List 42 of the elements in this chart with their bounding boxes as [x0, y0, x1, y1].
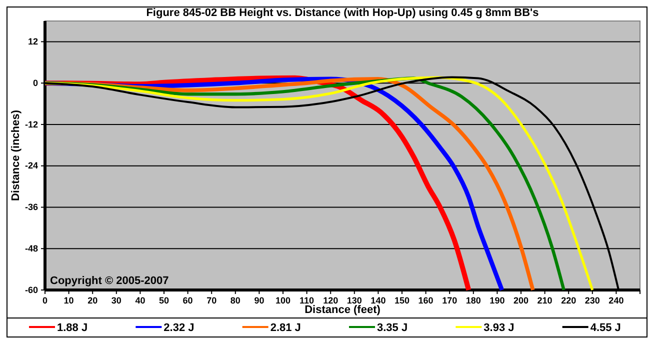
- x-tick-label: 180: [466, 295, 481, 306]
- x-tick-label: 90: [254, 295, 264, 306]
- legend-label: 3.35 J: [377, 322, 408, 334]
- x-tick-label: 160: [418, 295, 434, 306]
- x-tick-label: 190: [490, 295, 505, 306]
- y-tick-label: -60: [24, 284, 38, 295]
- x-tick-label: 170: [442, 295, 458, 306]
- y-tick-label: 12: [28, 36, 38, 47]
- x-tick-label: 230: [584, 295, 600, 306]
- x-tick-label: 100: [275, 295, 291, 306]
- x-tick-label: 70: [206, 295, 217, 306]
- legend-label: 3.93 J: [484, 322, 514, 334]
- y-axis-title: Distance (inches): [10, 110, 22, 202]
- legend-label: 4.55 J: [590, 322, 621, 334]
- x-tick-label: 130: [346, 295, 362, 306]
- x-tick-label: 220: [561, 295, 576, 306]
- annotation: Copyright © 2005-2007: [50, 275, 169, 287]
- legend-label: 2.81 J: [270, 322, 301, 334]
- x-tick-label: 40: [135, 295, 146, 306]
- y-tick-label: -24: [24, 160, 38, 171]
- x-tick-label: 110: [300, 295, 314, 306]
- legend-label: 1.88 J: [57, 322, 88, 334]
- chart-title: Figure 845-02 BB Height vs. Distance (with Hop-Up) using 0.45 g 8mm BB's: [146, 7, 539, 19]
- x-tick-label: 240: [608, 295, 624, 306]
- x-tick-label: 60: [182, 295, 193, 306]
- x-tick-label: 140: [370, 295, 386, 306]
- x-tick-label: 30: [111, 295, 122, 306]
- y-tick-label: -48: [24, 243, 38, 254]
- legend-label: 2.32 J: [164, 322, 194, 334]
- y-tick-label: -12: [24, 119, 38, 130]
- x-tick-label: 20: [88, 295, 98, 306]
- y-tick-label: -36: [24, 202, 38, 212]
- y-tick-label: 0: [32, 78, 38, 88]
- x-tick-label: 80: [230, 295, 240, 306]
- x-tick-label: 210: [537, 295, 552, 306]
- x-tick-label: 120: [323, 295, 338, 306]
- x-tick-label: 150: [394, 295, 410, 306]
- x-tick-label: 0: [42, 295, 48, 306]
- x-tick-label: 10: [64, 295, 74, 306]
- x-tick-label: 200: [513, 295, 529, 306]
- x-tick-label: 50: [158, 295, 170, 306]
- x-axis-title: Distance (feet): [304, 304, 381, 316]
